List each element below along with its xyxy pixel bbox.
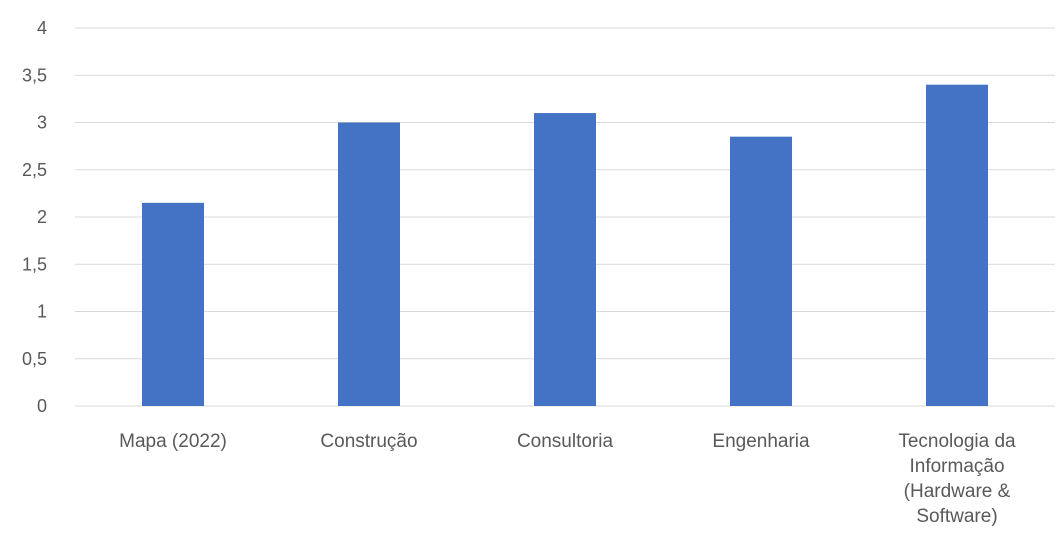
y-tick-label: 3 xyxy=(37,113,47,133)
x-tick-label: Tecnologia da Informação (Hardware & Softwa… xyxy=(898,431,1016,527)
y-tick-label: 1 xyxy=(37,302,47,322)
x-tick-label-line: Construção xyxy=(320,431,417,452)
x-tick-label: Mapa (2022) xyxy=(119,431,227,452)
x-tick-label-line: Engenharia xyxy=(712,431,810,452)
y-tick-label: 4 xyxy=(37,18,47,38)
y-tick-label: 0,5 xyxy=(22,349,47,369)
x-tick-label-line: Informação xyxy=(909,456,1004,477)
bars xyxy=(142,84,988,407)
x-tick-label-line: Mapa (2022) xyxy=(119,431,227,452)
y-tick-label: 1,5 xyxy=(22,254,47,274)
y-tick-label: 3,5 xyxy=(22,65,47,85)
x-tick-label-line: Consultoria xyxy=(517,431,614,452)
x-tick-label-line: Software) xyxy=(916,506,997,527)
y-tick-label: 2 xyxy=(37,207,47,227)
x-tick-label: Engenharia xyxy=(712,431,810,452)
y-tick-label: 2,5 xyxy=(22,160,47,180)
x-tick-label-line: Tecnologia da xyxy=(898,431,1016,452)
bar xyxy=(534,113,596,407)
x-tick-label-line: (Hardware & xyxy=(904,481,1011,502)
bar xyxy=(142,202,204,406)
y-tick-label: 0 xyxy=(37,396,47,416)
y-axis-tick-labels: 0 0,5 1 1,5 2 2,5 3 3,5 4 xyxy=(22,18,47,416)
x-tick-label: Consultoria xyxy=(517,431,614,452)
x-tick-label: Construção xyxy=(320,431,417,452)
bar xyxy=(338,122,400,406)
x-axis-category-labels: Mapa (2022) Construção Consultoria Engenhar… xyxy=(119,431,1016,527)
bar xyxy=(926,84,988,406)
bar xyxy=(730,136,792,407)
